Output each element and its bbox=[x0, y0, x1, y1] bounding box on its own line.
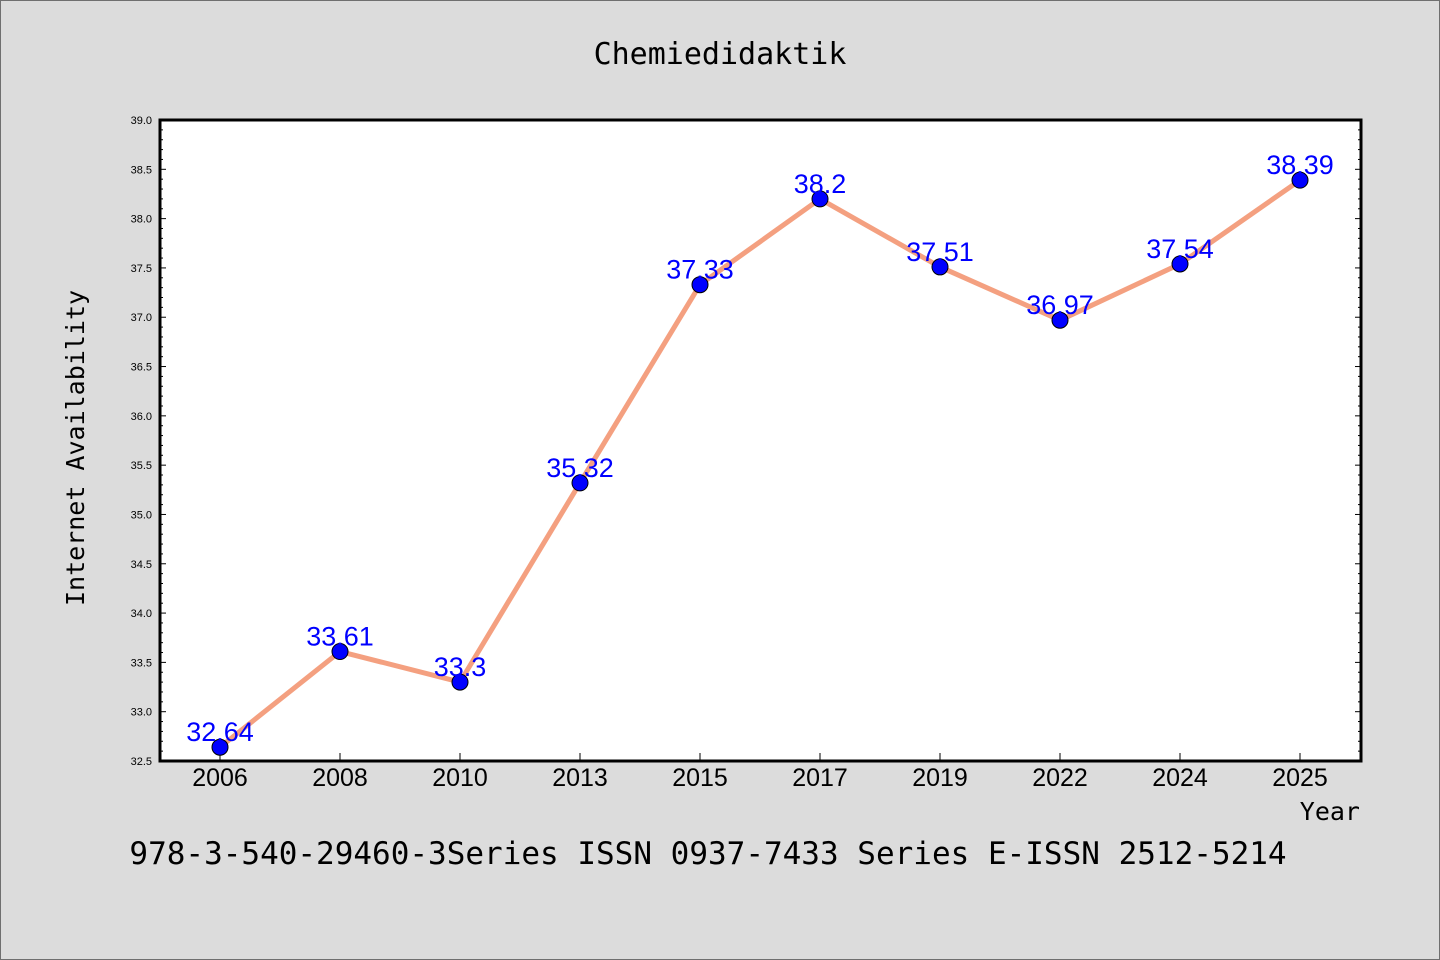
y-tick-label: 33.5 bbox=[131, 657, 152, 669]
y-tick-label: 32.5 bbox=[131, 756, 152, 768]
plot-area bbox=[158, 118, 1363, 763]
data-point-marker bbox=[811, 190, 829, 208]
x-axis-label: Year bbox=[1300, 797, 1360, 826]
data-label: 37.33 bbox=[666, 255, 734, 285]
data-label: 37.54 bbox=[1146, 234, 1214, 264]
y-tick-label: 34.5 bbox=[131, 559, 152, 571]
data-label: 37.51 bbox=[906, 237, 974, 267]
y-tick-label: 37.5 bbox=[131, 263, 152, 275]
y-tick-label: 39.0 bbox=[131, 115, 152, 127]
series-layer: 32.64 33.61 33.3 35.32 37.33 38.2 37.51 36.97 37… bbox=[186, 150, 1334, 756]
x-tick-label: 2015 bbox=[672, 764, 728, 792]
footer-text: 978-3-540-29460-3Series ISSN 0937-7433 S… bbox=[129, 836, 1286, 872]
chart-title: Chemiedidaktik bbox=[594, 37, 847, 72]
data-point-marker bbox=[1051, 311, 1069, 329]
y-tick-label: 34.0 bbox=[131, 608, 152, 620]
y-tick-label: 36.5 bbox=[131, 362, 152, 374]
data-point-marker bbox=[571, 474, 589, 492]
y-tick-label: 37.0 bbox=[131, 312, 152, 324]
x-tick-label: 2017 bbox=[792, 764, 848, 792]
series-line bbox=[218, 178, 1302, 750]
x-tick-label: 2008 bbox=[312, 764, 368, 792]
data-label: 32.64 bbox=[186, 717, 254, 747]
data-point-marker bbox=[1291, 171, 1309, 189]
y-tick-label: 35.0 bbox=[131, 509, 152, 521]
x-tick-label: 2013 bbox=[552, 764, 608, 792]
x-tick-label: 2025 bbox=[1272, 764, 1328, 792]
data-label: 33.3 bbox=[434, 652, 487, 682]
x-tick-label: 2019 bbox=[912, 764, 968, 792]
x-tick-label: 2022 bbox=[1032, 764, 1088, 792]
data-label: 38.39 bbox=[1266, 150, 1334, 180]
y-tick-label: 38.0 bbox=[131, 214, 152, 226]
x-tick-label: 2006 bbox=[192, 764, 248, 792]
y-tick-label: 38.5 bbox=[131, 164, 152, 176]
x-tick-label: 2010 bbox=[432, 764, 488, 792]
data-point-marker bbox=[691, 276, 709, 294]
y-tick-label: 36.0 bbox=[131, 411, 152, 423]
y-axis: 32.5 33.0 33.5 34.0 34.5 35.0 35.5 36.0 36.5 37.0… bbox=[131, 115, 1361, 768]
y-axis-label: Internet Availability bbox=[61, 290, 90, 606]
x-tick-label: 2024 bbox=[1152, 764, 1208, 792]
data-point-marker bbox=[931, 258, 949, 276]
x-axis: 2006 2008 2010 2013 2015 2017 2019 2022 2024 2025 bbox=[192, 753, 1328, 792]
data-point-marker bbox=[331, 643, 349, 661]
data-point-marker bbox=[1171, 255, 1189, 273]
y-tick-label: 33.0 bbox=[131, 707, 152, 719]
data-point-marker bbox=[211, 738, 229, 756]
data-point-marker bbox=[451, 673, 469, 691]
y-tick-label: 35.5 bbox=[131, 460, 152, 472]
data-label: 38.2 bbox=[794, 169, 847, 199]
data-label: 36.97 bbox=[1026, 290, 1094, 320]
data-label: 35.32 bbox=[546, 453, 614, 483]
data-label: 33.61 bbox=[306, 622, 374, 652]
